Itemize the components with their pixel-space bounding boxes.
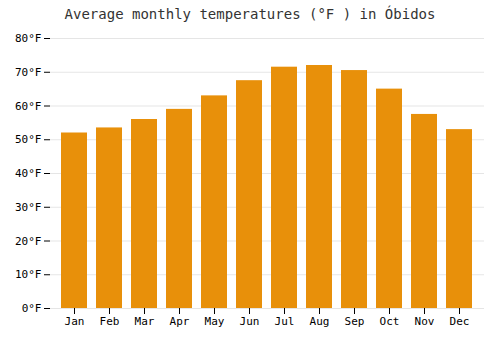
svg-text:30°F: 30°F: [15, 201, 42, 214]
svg-text:Mar: Mar: [135, 315, 155, 328]
svg-text:40°F: 40°F: [15, 167, 42, 180]
svg-text:Oct: Oct: [380, 315, 400, 328]
svg-text:Sep: Sep: [345, 315, 365, 328]
svg-text:20°F: 20°F: [15, 235, 42, 248]
html-text:Average monthly temperatures (: Average monthly temperatures (°F ) in Ób…: [64, 6, 436, 22]
svg-text:Apr: Apr: [170, 315, 190, 328]
svg-text:Feb: Feb: [100, 315, 120, 328]
svg-text:50°F: 50°F: [15, 133, 42, 146]
svg-text:60°F: 60°F: [15, 100, 42, 113]
svg-text:Jun: Jun: [240, 315, 260, 328]
svg-text:Dec: Dec: [450, 315, 470, 328]
svg-text:80°F: 80°F: [15, 32, 42, 45]
svg-text:0°F: 0°F: [22, 302, 42, 315]
svg-text:Jan: Jan: [65, 315, 85, 328]
svg-text:10°F: 10°F: [15, 268, 42, 281]
svg-text:70°F: 70°F: [15, 66, 42, 79]
svg-text:Nov: Nov: [415, 315, 435, 328]
svg-text:Aug: Aug: [310, 315, 330, 328]
svg-text:Jul: Jul: [275, 315, 295, 328]
svg-text:May: May: [205, 315, 225, 328]
